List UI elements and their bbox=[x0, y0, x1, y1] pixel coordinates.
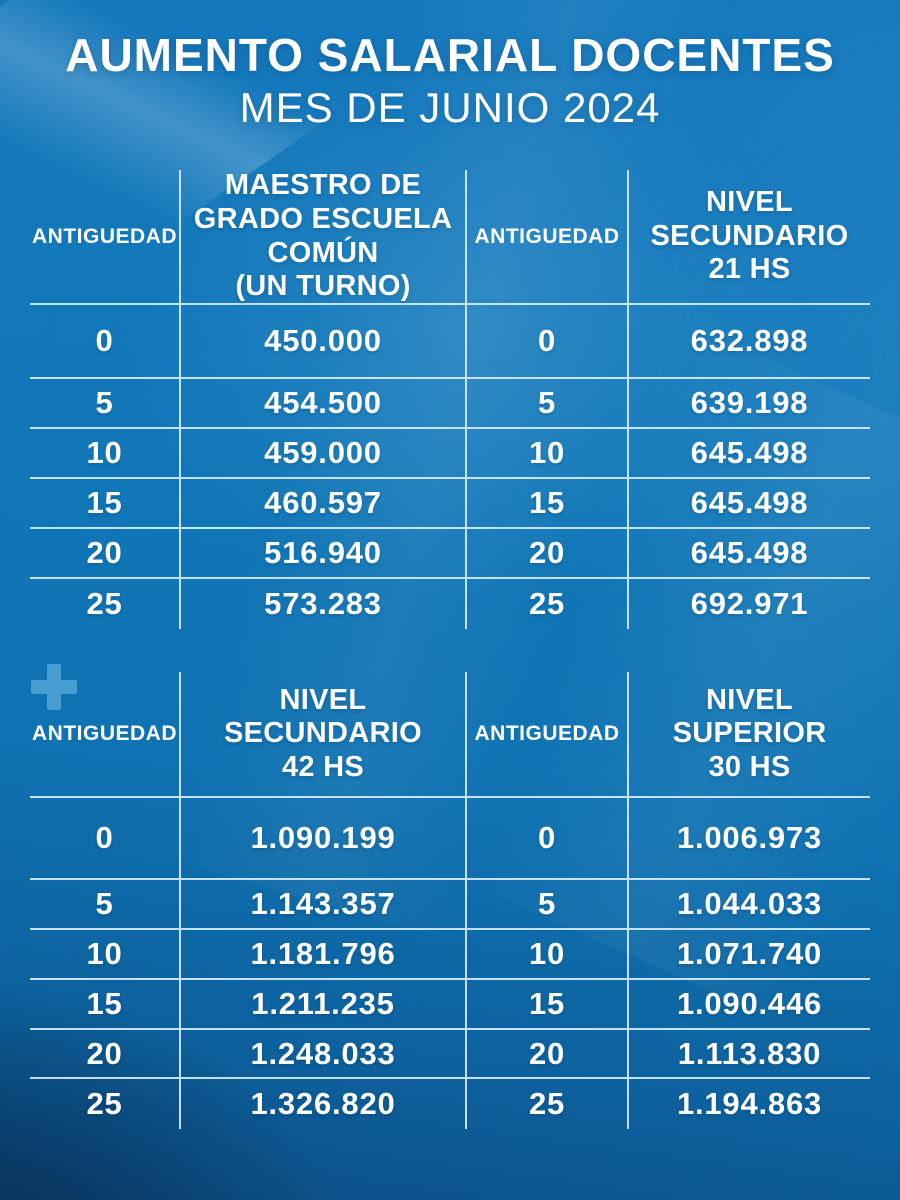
salary-cell: 450.000 bbox=[181, 305, 467, 379]
salary-cell: 1.113.830 bbox=[629, 1030, 870, 1079]
salary-tables-top: ANTIGUEDAD MAESTRO DE GRADO ESCUELA COMÚ… bbox=[30, 169, 870, 629]
table-title-maestro-grado: MAESTRO DE GRADO ESCUELA COMÚN (UN TURNO… bbox=[181, 169, 467, 305]
salary-cell: 1.248.033 bbox=[181, 1030, 467, 1079]
salary-cell: 1.326.820 bbox=[181, 1079, 467, 1129]
antiguedad-cell: 5 bbox=[30, 379, 181, 429]
salary-cell: 645.498 bbox=[629, 479, 870, 529]
antiguedad-cell: 25 bbox=[467, 579, 629, 629]
antiguedad-cell: 5 bbox=[467, 379, 629, 429]
antiguedad-header: ANTIGUEDAD bbox=[467, 672, 629, 798]
salary-tables-bottom: ANTIGUEDAD NIVEL SECUNDARIO 42 HS ANTIGU… bbox=[30, 672, 870, 1129]
salary-cell: 645.498 bbox=[629, 429, 870, 479]
salary-cell: 1.071.740 bbox=[629, 930, 870, 980]
salary-cell: 692.971 bbox=[690, 586, 809, 621]
antiguedad-cell: 25 bbox=[30, 579, 181, 629]
page-subtitle: MES DE JUNIO 2024 bbox=[239, 84, 661, 131]
antiguedad-cell: 0 bbox=[467, 798, 629, 880]
table-title-superior-30hs: NIVEL SUPERIOR 30 HS bbox=[629, 672, 870, 798]
antiguedad-cell: 20 bbox=[467, 1030, 629, 1079]
header: AUMENTO SALARIAL DOCENTES MES DE JUNIO 2… bbox=[0, 28, 900, 132]
antiguedad-cell: 25 bbox=[30, 1079, 181, 1129]
antiguedad-cell: 0 bbox=[30, 305, 181, 379]
plus-icon bbox=[31, 664, 77, 710]
antiguedad-cell: 15 bbox=[30, 479, 181, 529]
antiguedad-header: ANTIGUEDAD bbox=[30, 170, 181, 305]
antiguedad-cell: 20 bbox=[467, 529, 629, 579]
antiguedad-cell: 10 bbox=[30, 930, 181, 980]
antiguedad-cell: 10 bbox=[30, 429, 181, 479]
table-title-secundario-21hs: NIVEL SECUNDARIO 21 HS bbox=[629, 170, 870, 305]
antiguedad-cell: 5 bbox=[467, 880, 629, 930]
salary-cell: 459.000 bbox=[181, 429, 467, 479]
antiguedad-cell: 15 bbox=[467, 479, 629, 529]
salary-cell: 632.898 bbox=[629, 305, 870, 379]
salary-cell: 1.006.973 bbox=[629, 798, 870, 880]
salary-cell: 639.198 bbox=[629, 379, 870, 429]
antiguedad-cell: 5 bbox=[30, 880, 181, 930]
salary-cell: 1.181.796 bbox=[181, 930, 467, 980]
salary-cell: 1.143.357 bbox=[181, 880, 467, 930]
salary-cell: 1.211.235 bbox=[181, 980, 467, 1030]
antiguedad-cell: 10 bbox=[467, 930, 629, 980]
antiguedad-cell: 25 bbox=[467, 1079, 629, 1129]
salary-cell: 1.044.033 bbox=[629, 880, 870, 930]
antiguedad-header: ANTIGUEDAD bbox=[30, 672, 181, 798]
antiguedad-header: ANTIGUEDAD bbox=[467, 170, 629, 305]
salary-cell: 1.090.446 bbox=[629, 980, 870, 1030]
antiguedad-cell: 0 bbox=[30, 798, 181, 880]
salary-cell: 516.940 bbox=[181, 529, 467, 579]
table-title-secundario-42hs: NIVEL SECUNDARIO 42 HS bbox=[181, 672, 467, 798]
salary-cell: 454.500 bbox=[181, 379, 467, 429]
salary-cell: 1.194.863 bbox=[676, 1086, 823, 1121]
antiguedad-cell: 20 bbox=[30, 529, 181, 579]
antiguedad-cell: 20 bbox=[30, 1030, 181, 1079]
antiguedad-cell: 0 bbox=[467, 305, 629, 379]
salary-cell: 573.283 bbox=[181, 579, 467, 629]
page-title: AUMENTO SALARIAL DOCENTES bbox=[65, 29, 835, 81]
salary-cell: 1.090.199 bbox=[181, 798, 467, 880]
salary-cell: 645.498 bbox=[629, 529, 870, 579]
antiguedad-cell: 15 bbox=[467, 980, 629, 1030]
salary-cell: 460.597 bbox=[181, 479, 467, 529]
antiguedad-cell: 10 bbox=[467, 429, 629, 479]
antiguedad-cell: 15 bbox=[30, 980, 181, 1030]
